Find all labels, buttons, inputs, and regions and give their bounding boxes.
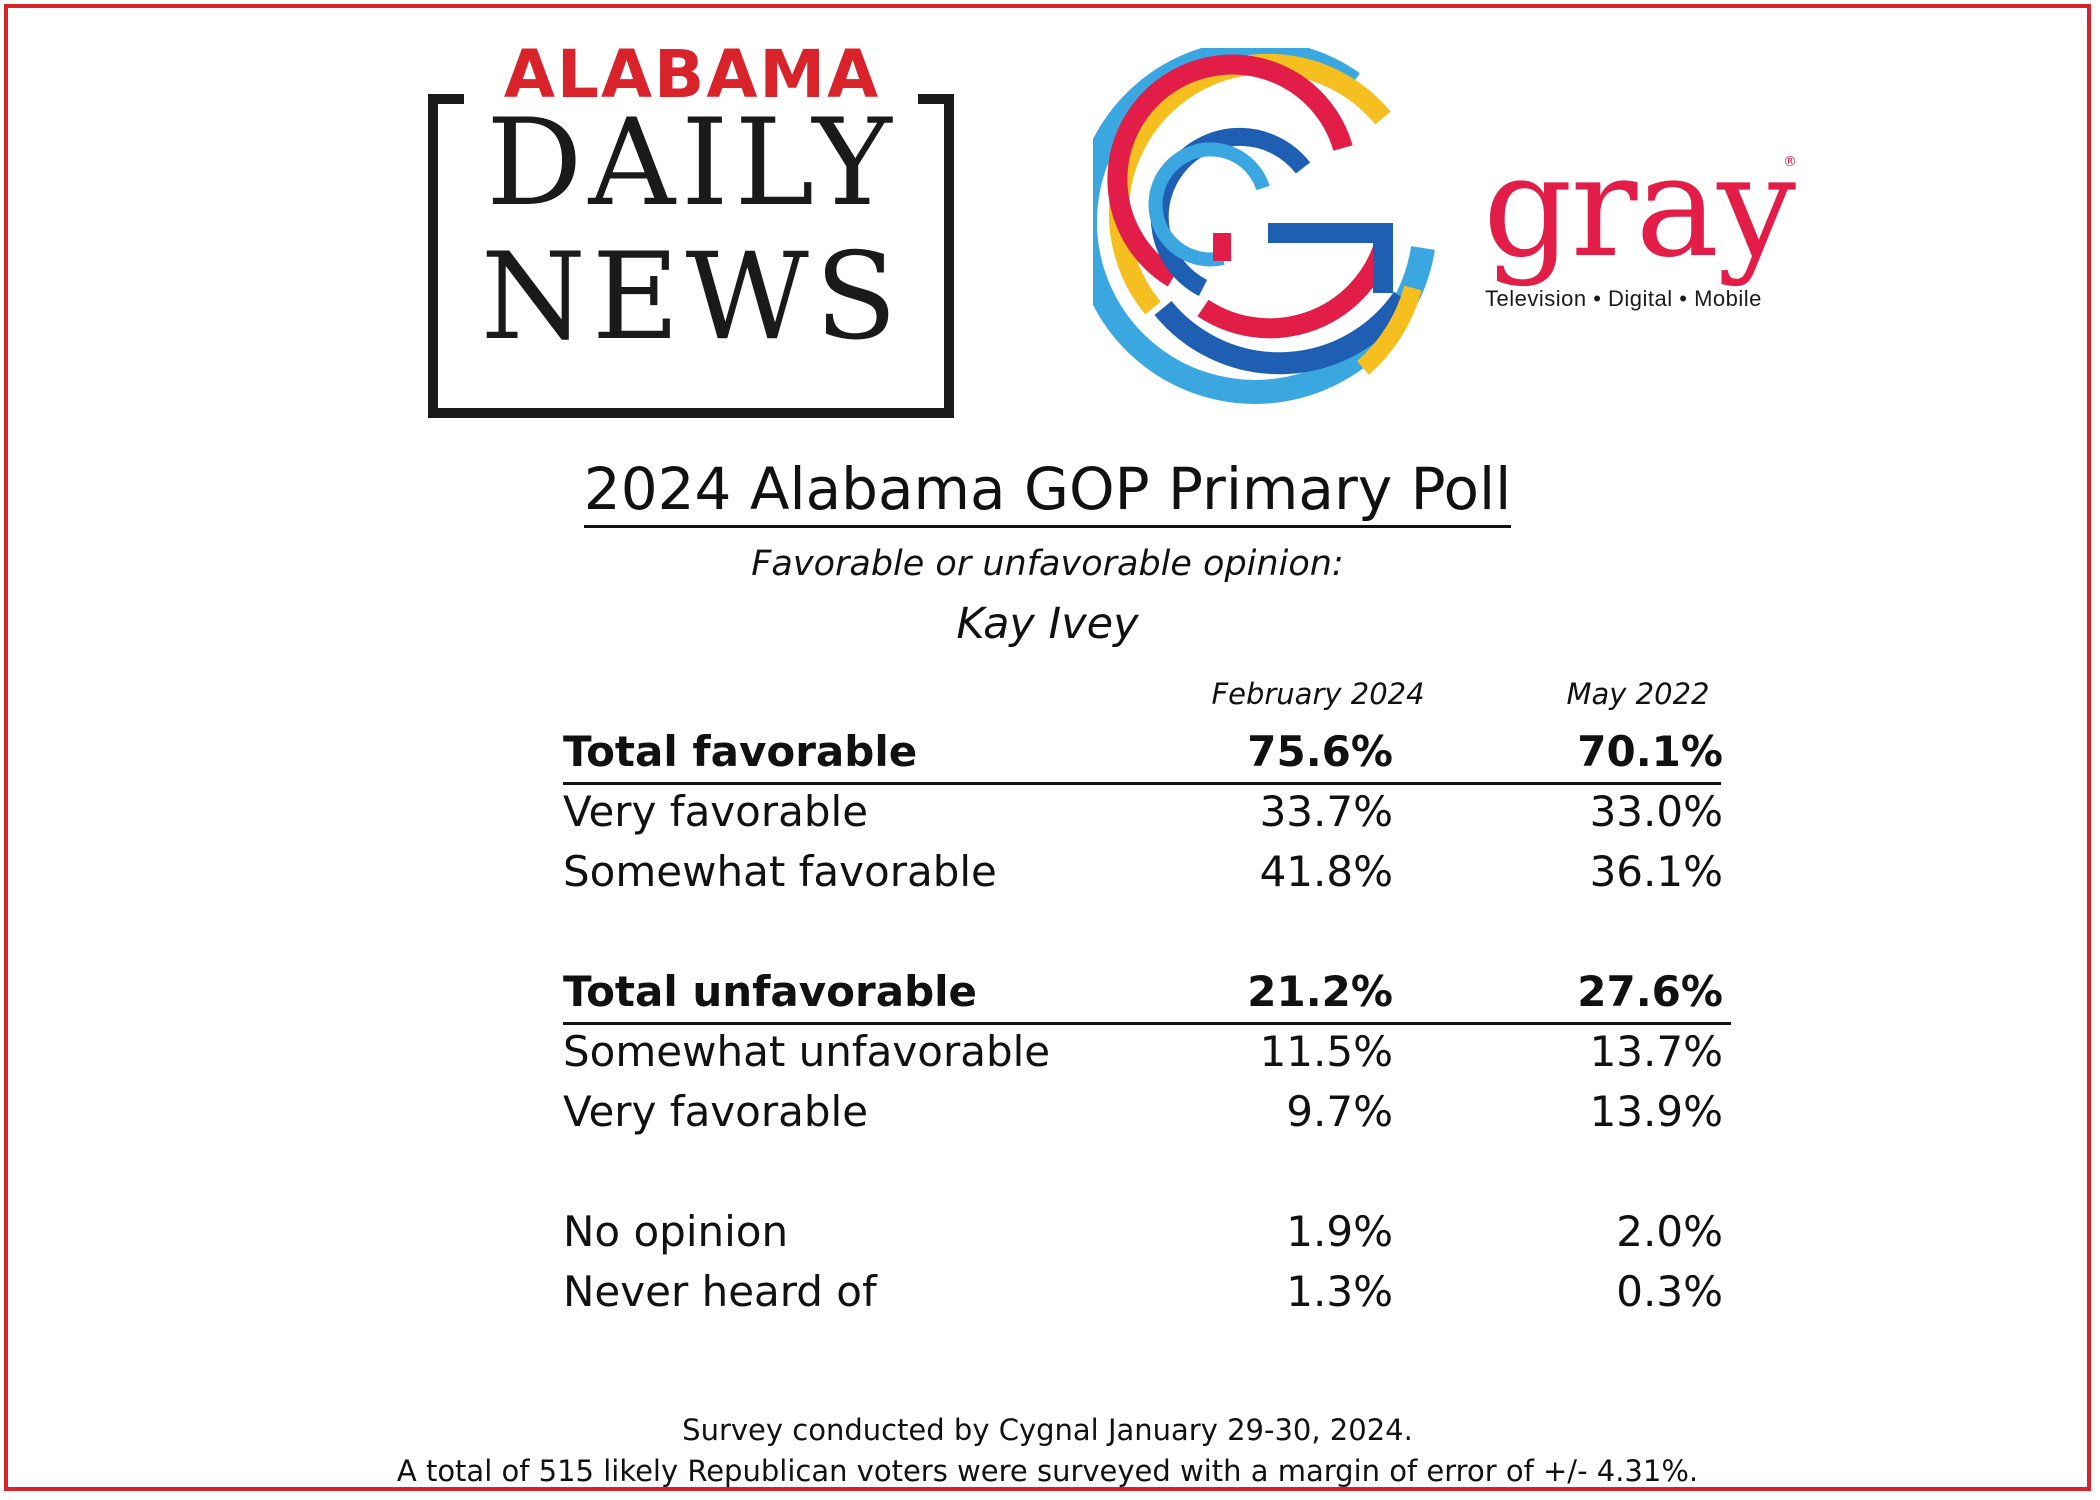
logo-daily-text: DAILY [486,94,898,233]
gray-g-mark-icon [1093,48,1435,404]
value-may-2022: 36.1% [1589,847,1723,896]
logo-alabama-text: ALABAMA [503,36,881,113]
table-row: Total unfavorable 21.2% 27.6% [563,964,1733,1025]
gray-logo: gray ® Television • Digital • Mobile [1093,48,1813,408]
row-label: Very favorable [563,1087,869,1136]
poll-subject: Kay Ivey [956,599,1139,649]
column-header-feb-2024: February 2024 [1211,677,1425,711]
value-feb-2024: 75.6% [1247,727,1393,776]
gray-wordmark: gray [1483,126,1796,289]
value-feb-2024: 11.5% [1259,1027,1393,1076]
registered-mark: ® [1783,154,1797,170]
table-row: Somewhat favorable 41.8% 36.1% [563,844,1733,904]
row-label: Somewhat favorable [563,847,997,896]
poll-title: 2024 Alabama GOP Primary Poll [8,454,2087,528]
survey-note: Survey conducted by Cygnal January 29-30… [682,1413,1413,1447]
value-may-2022: 2.0% [1616,1207,1723,1256]
row-label: No opinion [563,1207,789,1256]
value-may-2022: 70.1% [1577,727,1723,776]
logo-news-text: NEWS [480,228,904,367]
table-row: Very favorable 9.7% 13.9% [563,1084,1733,1144]
value-feb-2024: 33.7% [1259,787,1393,836]
row-label: Somewhat unfavorable [563,1027,1051,1076]
value-feb-2024: 1.9% [1286,1207,1393,1256]
row-label: Very favorable [563,787,869,836]
poll-subtitle: Favorable or unfavorable opinion: [751,544,1344,584]
row-underline [563,782,1721,785]
value-feb-2024: 21.2% [1247,967,1393,1016]
value-feb-2024: 1.3% [1286,1267,1393,1316]
value-feb-2024: 9.7% [1286,1087,1393,1136]
table-row: Very favorable 33.7% 33.0% [563,784,1733,844]
value-may-2022: 27.6% [1577,967,1723,1016]
margin-of-error-note: A total of 515 likely Republican voters … [396,1454,1699,1488]
value-may-2022: 33.0% [1589,787,1723,836]
page-frame: ALABAMA DAILY NEWS [4,4,2091,1491]
table-row: Somewhat unfavorable 11.5% 13.7% [563,1024,1733,1084]
logo-bracket-frame [428,94,954,418]
value-may-2022: 13.7% [1589,1027,1723,1076]
value-may-2022: 0.3% [1616,1267,1723,1316]
row-label: Never heard of [563,1267,877,1316]
gray-tagline: Television • Digital • Mobile [1485,286,1762,311]
row-underline [563,1022,1731,1025]
table-row: Total favorable 75.6% 70.1% [563,724,1733,785]
table-row: Never heard of 1.3% 0.3% [563,1264,1733,1324]
alabama-daily-news-logo: ALABAMA DAILY NEWS [426,36,958,418]
row-label: Total unfavorable [563,967,978,1016]
table-row: No opinion 1.9% 2.0% [563,1204,1733,1264]
column-header-may-2022: May 2022 [1566,677,1710,711]
value-may-2022: 13.9% [1589,1087,1723,1136]
row-label: Total favorable [563,727,918,776]
value-feb-2024: 41.8% [1259,847,1393,896]
